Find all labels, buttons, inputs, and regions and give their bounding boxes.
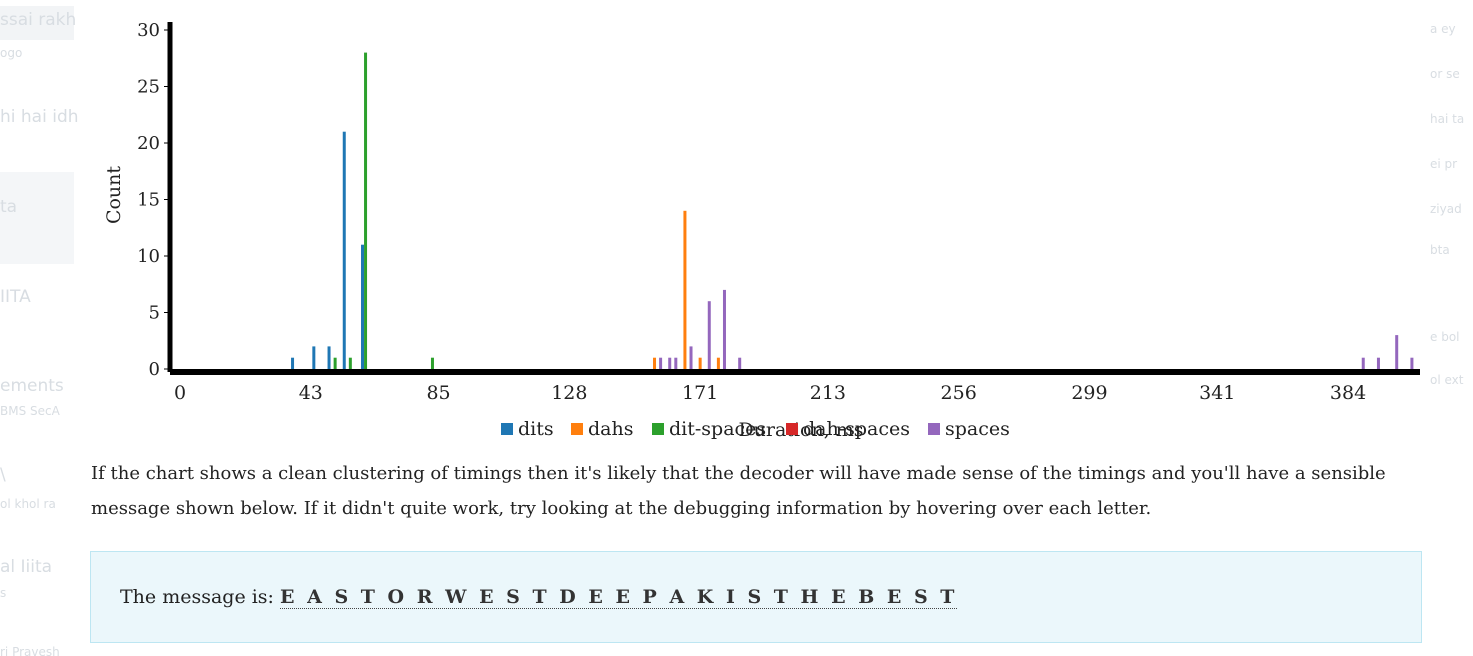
x-tick-label: 0 [174,382,186,404]
background-text: hai ta [1430,112,1465,126]
legend-label-dahs: dahs [588,418,633,440]
dits-bar [327,346,331,369]
x-tick-label: 213 [810,382,846,404]
background-text: BMS SecA [0,404,60,418]
spaces-bar [689,346,693,369]
x-axis-ticks: 0 43 85 128 171 213 256 299 341 384 [174,382,1366,404]
y-tick-label: 0 [149,359,160,380]
background-text: a ey [1430,22,1456,36]
background-text: or se [1430,67,1460,81]
dit-spaces-bar [348,357,352,369]
legend-swatch-dits [501,423,513,435]
y-tick-label: 5 [149,303,160,324]
dits-bar [291,357,295,369]
x-tick-label: 299 [1071,382,1107,404]
message-value[interactable]: E A S T O R W E S T D E E P A K I S T H … [280,586,958,609]
x-tick-label: 256 [941,382,977,404]
y-tick-label: 20 [137,133,160,154]
spaces-bar [1361,357,1365,369]
y-tick-label: 30 [137,20,160,41]
spaces-bar [674,357,678,369]
decoded-message-line: The message is: E A S T O R W E S T D E … [120,586,958,609]
decoded-message-box: The message is: E A S T O R W E S T D E … [90,551,1422,643]
legend-swatch-dahs [571,423,583,435]
legend-label-spaces: spaces [945,418,1010,440]
background-text: IITA [0,287,31,307]
background-text: s [0,586,7,600]
background-text: ements [0,376,64,396]
x-axis-label: Duration, ms [738,419,863,441]
background-text: ogo [0,46,23,60]
y-tick-label: 25 [137,77,160,98]
background-sidebar-right: a ey or se hai ta ei pr ziyad bta e bol ol ext [1428,0,1473,656]
background-text: ta [0,197,18,217]
dit-spaces-bar [364,52,368,369]
message-label: The message is: [120,586,274,608]
legend-swatch-spaces [928,423,940,435]
x-tick-label: 384 [1330,382,1366,404]
dahs-bar [698,357,702,369]
x-tick-label: 128 [551,382,587,404]
background-text: ziyad [1430,202,1462,216]
legend-label-dah-spaces: dah-spaces [803,418,910,440]
spaces-bar [707,301,711,369]
background-text: ol khol ra [0,497,56,511]
spaces-bar [668,357,672,369]
dit-spaces-bar [430,357,434,369]
dits-bar [361,244,365,369]
background-text: ssai rakh rahe [0,10,78,30]
background-text: \ [0,465,6,485]
background-text: hi hai idh [0,107,78,127]
x-tick-label: 43 [299,382,323,404]
y-tick-label: 15 [137,190,160,211]
y-axis-label: Count [103,166,125,224]
chart-legend: dits dahs dit-spaces dah-spaces spaces [501,418,1010,440]
dahs-bar [683,210,687,369]
dits-bar [342,131,346,369]
spaces-bar [659,357,663,369]
y-tick-label: 10 [137,246,160,267]
background-sidebar-left: ssai rakh rahe ogo hi hai idh ta IITA ements B… [0,0,78,656]
background-text: e bol [1430,330,1460,344]
background-text: ei pr [1430,157,1458,171]
legend-label-dit-spaces: dit-spaces [669,418,766,440]
background-chip [0,6,74,40]
dahs-bar [653,357,657,369]
dit-spaces-bar [333,357,337,369]
spaces-bar [1410,357,1414,369]
y-axis-ticks: 0 5 10 15 20 25 30 [137,20,170,380]
background-text: ri Pravesh [0,645,60,656]
background-text: al Iiita [0,557,53,577]
legend-swatch-dah-spaces [786,423,798,435]
spaces-bar [738,357,742,369]
spaces-bar [1395,335,1399,369]
dahs-bar [716,357,720,369]
chart-bars [291,52,1414,369]
spaces-bar [1376,357,1380,369]
dits-bar [312,346,316,369]
spaces-bar [722,289,726,369]
chart-explanation-text: If the chart shows a clean clustering of… [91,463,1386,519]
background-text: bta [1430,243,1450,257]
x-tick-label: 341 [1199,382,1235,404]
legend-swatch-dit-spaces [652,423,664,435]
legend-label-dits: dits [518,418,554,440]
x-tick-label: 171 [682,382,718,404]
x-tick-label: 85 [426,382,450,404]
background-card [0,172,74,264]
background-text: ol ext [1430,373,1464,387]
